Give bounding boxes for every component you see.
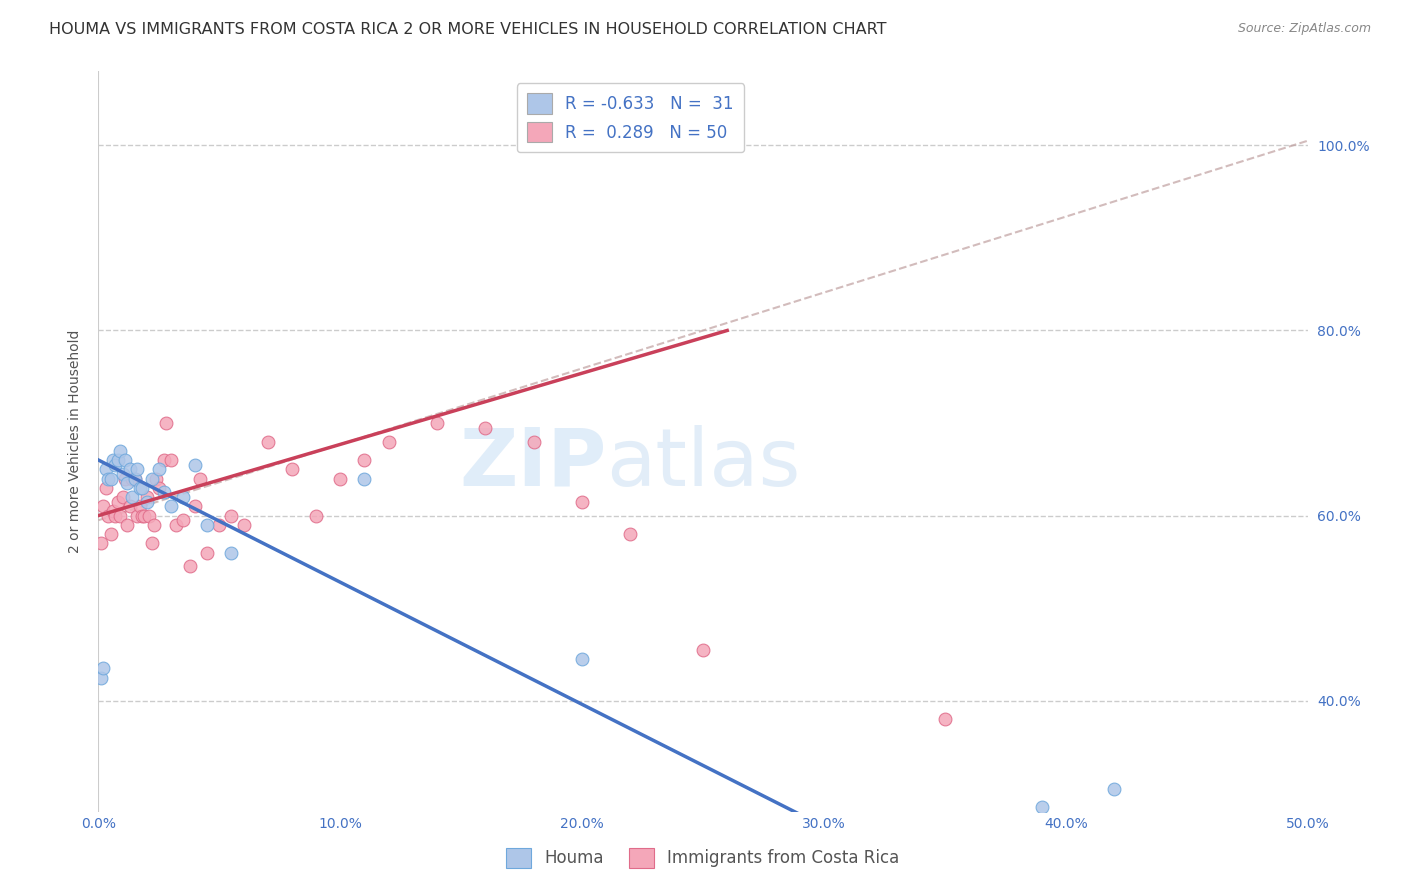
Point bbox=[107, 494, 129, 508]
Point bbox=[111, 467, 134, 481]
Point bbox=[353, 472, 375, 486]
Point bbox=[184, 500, 207, 514]
Point bbox=[91, 500, 114, 514]
Point bbox=[221, 545, 243, 560]
Point bbox=[184, 458, 207, 472]
Point bbox=[172, 490, 194, 504]
Point bbox=[138, 508, 160, 523]
Point bbox=[100, 527, 122, 541]
Point bbox=[148, 481, 170, 495]
Point bbox=[143, 517, 166, 532]
Point bbox=[90, 536, 112, 550]
Point bbox=[172, 513, 194, 527]
Point bbox=[111, 490, 134, 504]
Point bbox=[141, 472, 163, 486]
Point bbox=[131, 481, 153, 495]
Legend: Houma, Immigrants from Costa Rica: Houma, Immigrants from Costa Rica bbox=[499, 841, 907, 875]
Point bbox=[148, 462, 170, 476]
Point bbox=[124, 472, 146, 486]
Point bbox=[160, 453, 183, 467]
Point bbox=[619, 527, 641, 541]
Point bbox=[135, 494, 157, 508]
Point bbox=[100, 472, 122, 486]
Point bbox=[91, 661, 114, 675]
Point bbox=[281, 462, 304, 476]
Point bbox=[692, 642, 714, 657]
Point bbox=[152, 453, 174, 467]
Point bbox=[108, 443, 131, 458]
Point bbox=[118, 462, 141, 476]
Point bbox=[141, 536, 163, 550]
Point bbox=[474, 420, 496, 434]
Point bbox=[195, 545, 218, 560]
Point bbox=[165, 517, 187, 532]
Point bbox=[124, 472, 146, 486]
Point bbox=[94, 481, 117, 495]
Point bbox=[208, 517, 231, 532]
Point bbox=[134, 508, 156, 523]
Point bbox=[329, 472, 352, 486]
Point bbox=[934, 712, 956, 726]
Point bbox=[135, 490, 157, 504]
Point bbox=[523, 434, 546, 449]
Point bbox=[195, 517, 218, 532]
Point bbox=[1031, 800, 1053, 814]
Text: Source: ZipAtlas.com: Source: ZipAtlas.com bbox=[1237, 22, 1371, 36]
Point bbox=[127, 462, 149, 476]
Point bbox=[97, 472, 120, 486]
Point bbox=[131, 508, 153, 523]
Point bbox=[101, 504, 124, 518]
Point bbox=[426, 416, 449, 430]
Text: HOUMA VS IMMIGRANTS FROM COSTA RICA 2 OR MORE VEHICLES IN HOUSEHOLD CORRELATION : HOUMA VS IMMIGRANTS FROM COSTA RICA 2 OR… bbox=[49, 22, 887, 37]
Point bbox=[97, 508, 120, 523]
Point bbox=[114, 472, 136, 486]
Point bbox=[188, 472, 211, 486]
Point bbox=[94, 462, 117, 476]
Legend: R = -0.633   N =  31, R =  0.289   N = 50: R = -0.633 N = 31, R = 0.289 N = 50 bbox=[517, 83, 744, 153]
Point bbox=[104, 508, 127, 523]
Point bbox=[305, 508, 328, 523]
Y-axis label: 2 or more Vehicles in Household: 2 or more Vehicles in Household bbox=[69, 330, 83, 553]
Point bbox=[571, 494, 593, 508]
Point bbox=[152, 485, 174, 500]
Point bbox=[121, 490, 143, 504]
Point bbox=[108, 508, 131, 523]
Point bbox=[232, 517, 254, 532]
Point bbox=[256, 434, 278, 449]
Point bbox=[1102, 781, 1125, 796]
Point bbox=[179, 559, 201, 574]
Point bbox=[160, 500, 183, 514]
Point bbox=[377, 434, 399, 449]
Point bbox=[128, 481, 150, 495]
Point bbox=[90, 671, 112, 685]
Point bbox=[114, 453, 136, 467]
Point bbox=[121, 472, 143, 486]
Point bbox=[117, 476, 139, 491]
Text: ZIP: ZIP bbox=[458, 425, 606, 503]
Point bbox=[145, 472, 167, 486]
Point bbox=[127, 508, 149, 523]
Point bbox=[117, 517, 139, 532]
Point bbox=[104, 458, 127, 472]
Point bbox=[107, 453, 129, 467]
Point bbox=[128, 500, 150, 514]
Text: atlas: atlas bbox=[606, 425, 800, 503]
Point bbox=[118, 500, 141, 514]
Point bbox=[101, 453, 124, 467]
Point bbox=[353, 453, 375, 467]
Point bbox=[155, 416, 177, 430]
Point bbox=[221, 508, 243, 523]
Point bbox=[571, 652, 593, 666]
